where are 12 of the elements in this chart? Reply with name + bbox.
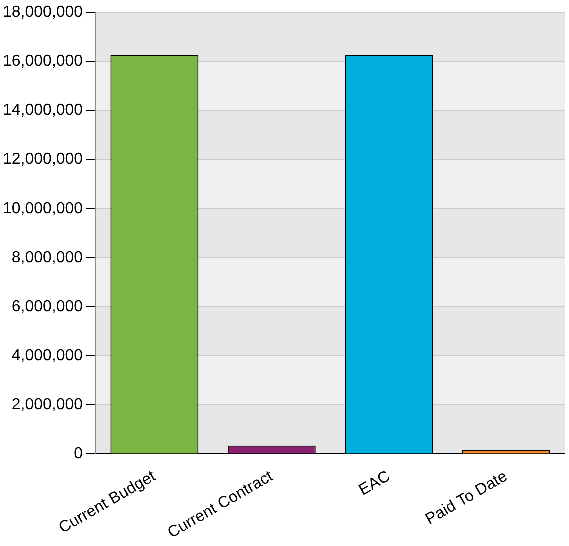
x-tick-label: EAC [356, 468, 394, 500]
y-tick-label: 8,000,000 [12, 249, 84, 266]
y-tick-label: 2,000,000 [12, 396, 84, 414]
y-tick-label: 12,000,000 [3, 151, 84, 168]
y-tick-label: 4,000,000 [12, 348, 84, 365]
y-tick-label: 0 [74, 446, 84, 463]
y-tick-label: 18,000,000 [3, 4, 84, 22]
y-tick-label: 16,000,000 [3, 53, 84, 70]
x-tick-label: Paid To Date [422, 468, 511, 528]
y-tick-label: 6,000,000 [12, 298, 84, 316]
y-tick-label: 10,000,000 [3, 200, 84, 218]
y-tick-label: 14,000,000 [3, 102, 84, 120]
